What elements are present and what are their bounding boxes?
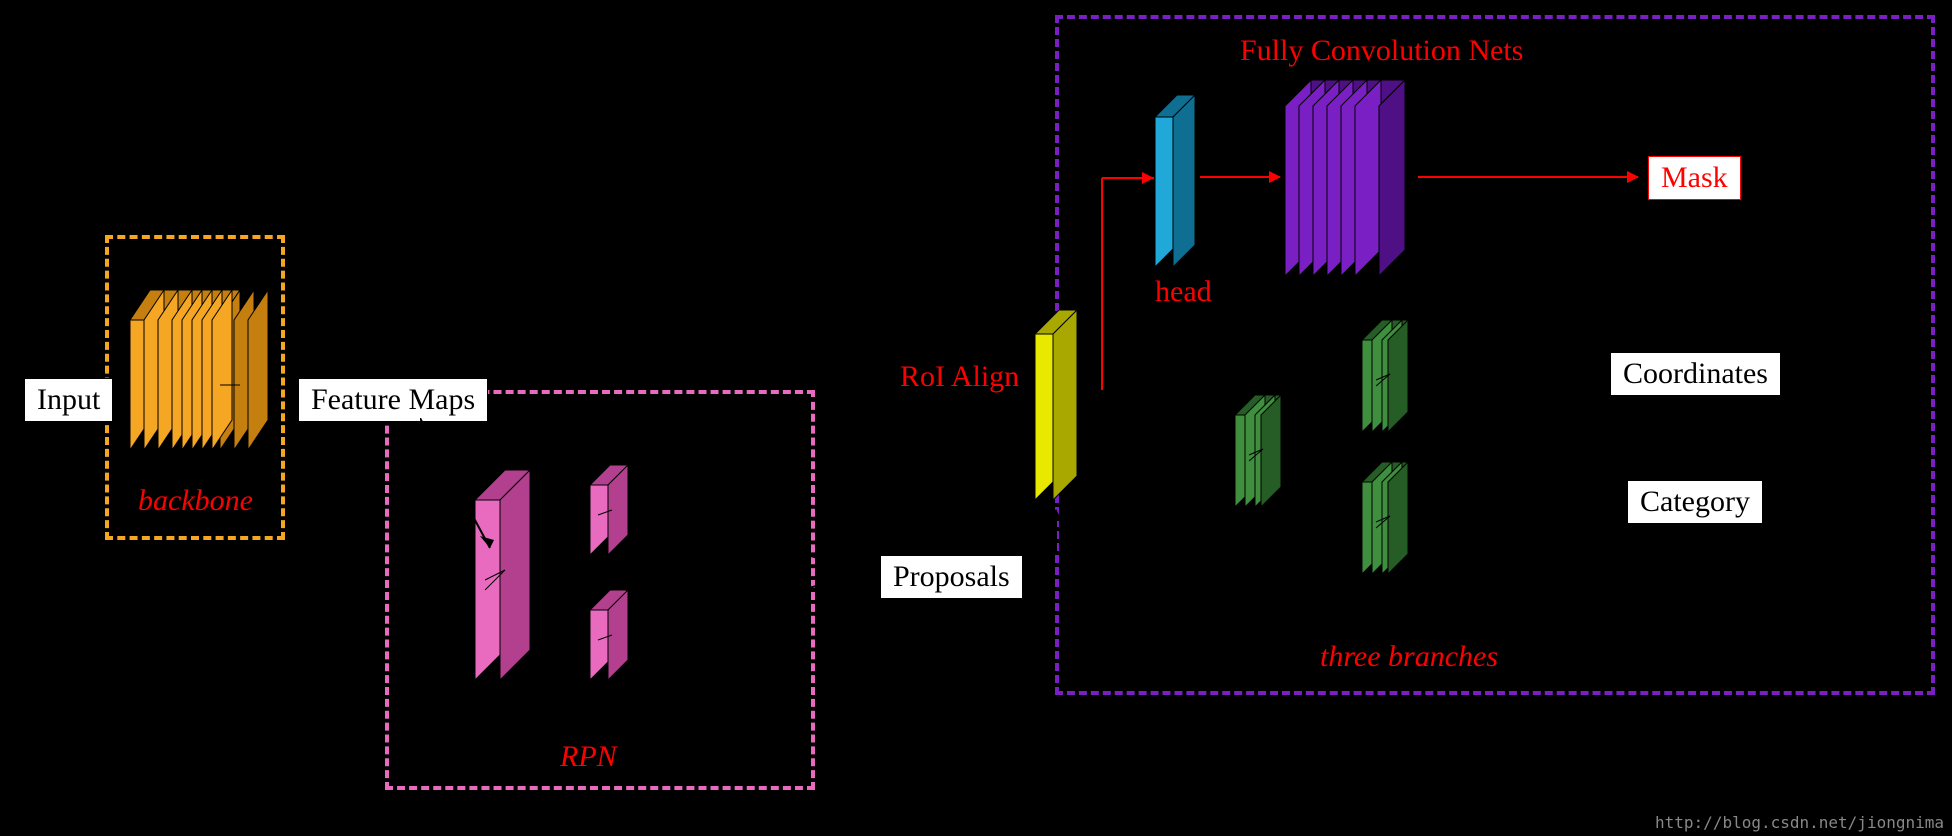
proposals-label: Proposals — [880, 555, 1023, 599]
fcn-text: Fully Convolution Nets — [1240, 34, 1523, 68]
backbone-stack — [130, 290, 270, 480]
arrow-green-split-top — [1292, 370, 1372, 460]
arrow-roi-to-head-red — [1098, 170, 1168, 400]
arrow-fm-to-rpn — [420, 418, 500, 568]
arrow-roi-to-green — [1085, 448, 1230, 450]
coordinates-label: Coordinates — [1610, 352, 1781, 396]
category-label: Category — [1627, 480, 1763, 524]
arrow-to-coordinates — [1420, 372, 1600, 374]
green-top — [1362, 320, 1432, 440]
arrow-fcn-to-mask — [1418, 176, 1638, 178]
arrow-rpn-to-proposals — [640, 500, 890, 650]
arrow-rpn-top — [530, 498, 600, 558]
rpn-text: RPN — [560, 740, 617, 774]
feature-maps-label: Feature Maps — [298, 378, 488, 422]
arrow-to-category — [1420, 500, 1615, 502]
input-label: Input — [24, 378, 113, 422]
arrow-green-split-bottom — [1292, 454, 1372, 534]
arrow-proposals-to-roi — [1055, 510, 1057, 555]
arrow-head-to-fcn — [1200, 176, 1280, 178]
arrow-rpn-bottom — [530, 580, 600, 650]
arrow-fm-to-roi — [490, 354, 1050, 414]
fcn-stack — [1285, 80, 1445, 290]
mask-label: Mask — [1648, 156, 1741, 200]
green-bottom — [1362, 462, 1432, 582]
backbone-text: backbone — [138, 484, 253, 518]
watermark: http://blog.csdn.net/jiongnima — [1655, 813, 1944, 832]
three-branches-text: three branches — [1320, 640, 1498, 674]
